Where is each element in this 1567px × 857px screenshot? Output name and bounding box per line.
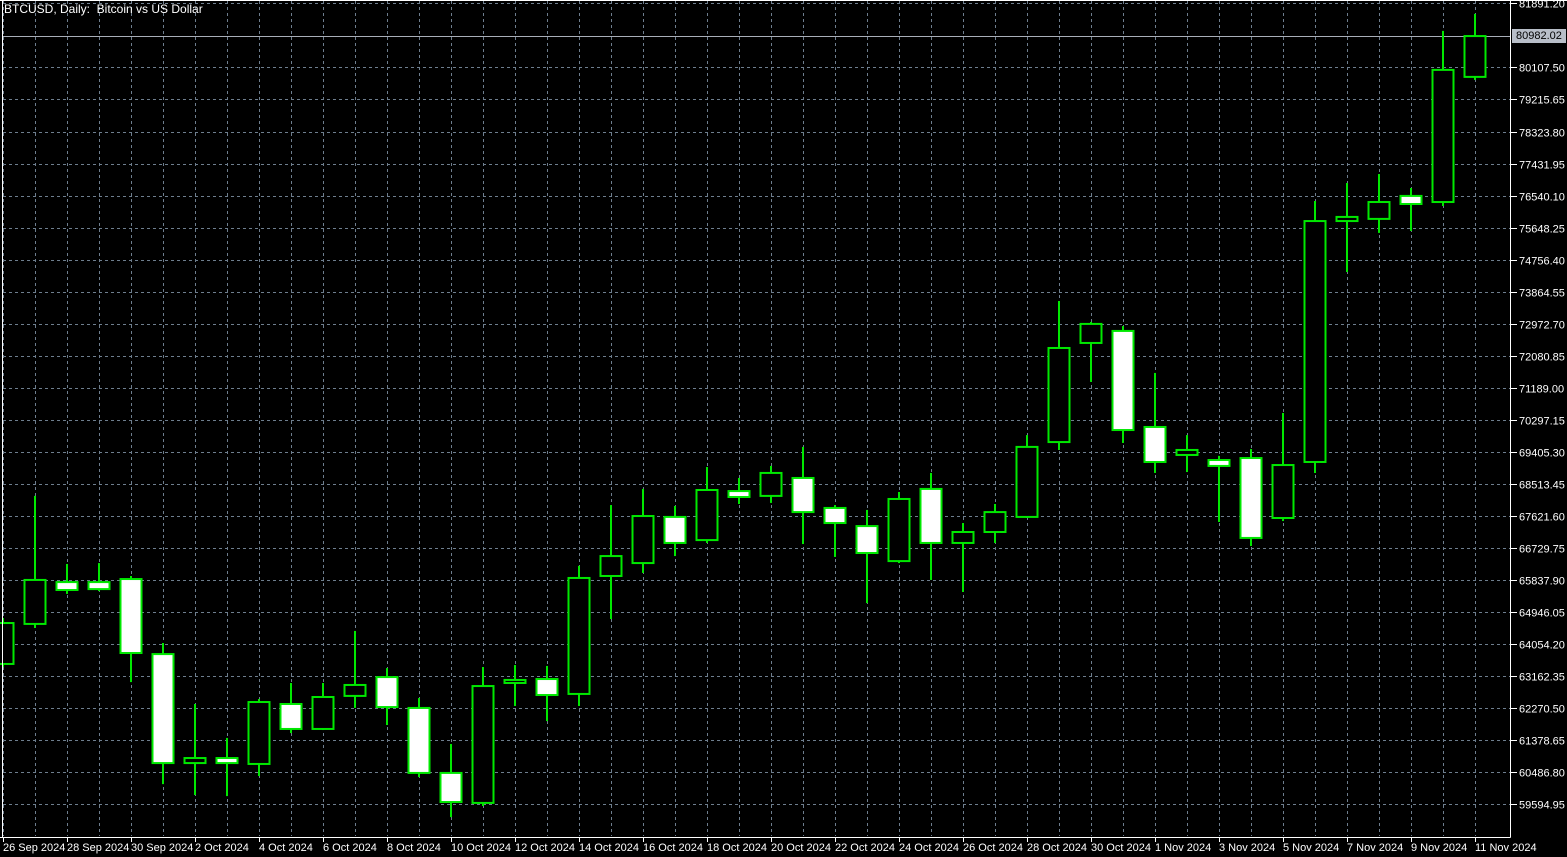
price-axis-label: 67621.60 — [1519, 512, 1565, 524]
date-axis-label: 4 Oct 2024 — [259, 842, 313, 854]
price-axis-label: 77431.95 — [1519, 160, 1565, 172]
candle-body — [407, 706, 431, 774]
price-axis-label: 79215.65 — [1519, 95, 1565, 107]
candle-body — [279, 702, 303, 730]
date-axis-label: 30 Sep 2024 — [131, 842, 193, 854]
date-axis-label: 18 Oct 2024 — [707, 842, 767, 854]
price-axis-label: 65837.90 — [1519, 576, 1565, 588]
date-axis-label: 28 Oct 2024 — [1027, 842, 1087, 854]
date-axis-label: 28 Sep 2024 — [67, 842, 129, 854]
date-axis-label: 10 Oct 2024 — [451, 842, 511, 854]
candle-body — [823, 506, 847, 525]
candle-body — [215, 757, 239, 765]
candle-body — [1335, 215, 1359, 223]
price-axis-label: 66729.75 — [1519, 544, 1565, 556]
chart-symbol-title: BTCUSD, Daily: Bitcoin vs US Dollar — [4, 2, 203, 16]
date-axis-label: 26 Sep 2024 — [3, 842, 65, 854]
candle-body — [1111, 329, 1135, 432]
candle-body — [695, 488, 719, 542]
price-axis-label: 80107.50 — [1519, 63, 1565, 75]
candle-body — [1047, 346, 1071, 444]
date-axis-label: 16 Oct 2024 — [643, 842, 703, 854]
candle-body — [247, 701, 271, 765]
candle-body — [1367, 201, 1391, 220]
candle-body — [1207, 459, 1231, 467]
candle-body — [183, 757, 207, 765]
candle-body — [631, 515, 655, 565]
candle-body — [1303, 220, 1327, 463]
candle-body — [599, 555, 623, 577]
candle-body — [1015, 445, 1039, 518]
candle-body — [759, 471, 783, 497]
price-axis-label: 61378.65 — [1519, 736, 1565, 748]
candle-body — [1399, 194, 1423, 205]
date-axis-label: 22 Oct 2024 — [835, 842, 895, 854]
price-axis-label: 59594.95 — [1519, 800, 1565, 812]
candle-body — [343, 683, 367, 697]
price-axis-label: 68513.45 — [1519, 480, 1565, 492]
date-axis-label: 11 Nov 2024 — [1475, 842, 1537, 854]
date-axis-label: 6 Oct 2024 — [323, 842, 377, 854]
candle-body — [119, 578, 143, 655]
candle-body — [471, 685, 495, 804]
candle-body — [887, 497, 911, 563]
candle-body — [535, 678, 559, 697]
current-price-badge: 80982.02 — [1512, 29, 1566, 43]
price-axis-label: 62270.50 — [1519, 704, 1565, 716]
candle-body — [1079, 322, 1103, 344]
date-axis-label: 7 Nov 2024 — [1347, 842, 1403, 854]
price-axis-label: 64946.05 — [1519, 608, 1565, 620]
date-axis-label: 5 Nov 2024 — [1283, 842, 1339, 854]
candle-body — [151, 653, 175, 765]
candle-body — [1175, 448, 1199, 456]
price-axis-label: 72080.85 — [1519, 352, 1565, 364]
candle-body — [1431, 68, 1455, 204]
candle-body — [1143, 425, 1167, 463]
price-axis-label: 78323.80 — [1519, 128, 1565, 140]
date-axis-label: 20 Oct 2024 — [771, 842, 831, 854]
date-axis-label: 24 Oct 2024 — [899, 842, 959, 854]
candle-body — [983, 511, 1007, 534]
price-axis-label: 74756.40 — [1519, 256, 1565, 268]
candle-body — [855, 525, 879, 555]
candle-body — [791, 476, 815, 514]
candle-body — [375, 676, 399, 709]
candle-body — [567, 576, 591, 695]
candle-body — [23, 578, 47, 625]
price-axis-label: 60486.80 — [1519, 768, 1565, 780]
date-axis-label: 2 Oct 2024 — [195, 842, 249, 854]
candle-body — [663, 515, 687, 544]
date-axis-label: 9 Nov 2024 — [1411, 842, 1467, 854]
candle-body — [727, 490, 751, 498]
candle-body — [951, 531, 975, 544]
date-axis-label: 14 Oct 2024 — [579, 842, 639, 854]
date-axis-label: 1 Nov 2024 — [1155, 842, 1211, 854]
price-axis-label: 70297.15 — [1519, 416, 1565, 428]
price-axis-label: 75648.25 — [1519, 224, 1565, 236]
date-axis-label: 8 Oct 2024 — [387, 842, 441, 854]
candle-body — [1463, 35, 1487, 78]
candle-body — [311, 695, 335, 730]
date-axis-label: 30 Oct 2024 — [1091, 842, 1151, 854]
price-axis-label: 64054.20 — [1519, 640, 1565, 652]
price-axis-label: 71189.00 — [1519, 384, 1564, 396]
candle-body — [439, 771, 463, 804]
price-axis-label: 69405.30 — [1519, 448, 1565, 460]
price-axis-label: 73864.55 — [1519, 288, 1565, 300]
date-axis-label: 12 Oct 2024 — [515, 842, 575, 854]
candle-body — [1271, 464, 1295, 520]
price-axis-label: 76540.10 — [1519, 192, 1565, 204]
price-axis-label: 63162.35 — [1519, 672, 1565, 684]
date-axis-label: 26 Oct 2024 — [963, 842, 1023, 854]
candle-body — [55, 581, 79, 591]
price-axis-label: 81891.20 — [1519, 0, 1565, 11]
candle-body — [503, 678, 527, 684]
candle-body — [1239, 457, 1263, 539]
date-axis-label: 3 Nov 2024 — [1219, 842, 1275, 854]
price-axis-label: 72972.70 — [1519, 320, 1565, 332]
candle-body — [919, 487, 943, 544]
candle-body — [87, 581, 111, 591]
